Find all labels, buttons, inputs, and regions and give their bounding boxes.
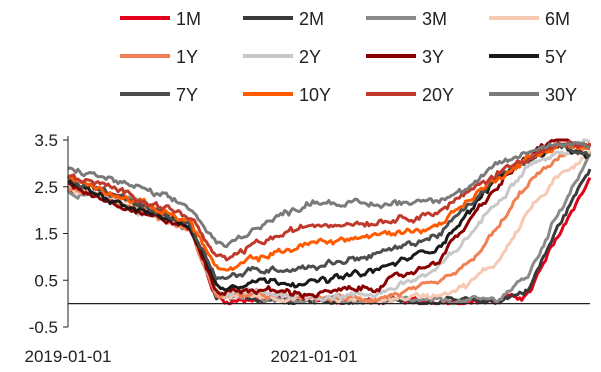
legend-label: 20Y: [422, 85, 454, 105]
legend-item-30y: 30Y: [489, 85, 577, 105]
legend-item-2m: 2M: [243, 9, 324, 29]
legend-label: 1M: [176, 9, 201, 29]
chart-axes: 3.5 2.5 1.5 0.5 -0.5 2019-01-01 2021-01-01: [25, 131, 590, 366]
legend-label: 3M: [422, 9, 447, 29]
series-line-30y: [67, 141, 591, 249]
legend-item-6m: 6M: [489, 9, 570, 29]
legend-item-20y: 20Y: [366, 85, 454, 105]
y-tick-label: -0.5: [29, 318, 58, 337]
series-line-20y: [67, 139, 592, 262]
legend-item-7y: 7Y: [120, 85, 198, 105]
y-tick-label: 3.5: [34, 131, 58, 150]
x-tick-label: 2021-01-01: [271, 347, 358, 366]
legend-label: 2M: [299, 9, 324, 29]
y-tick-label: 2.5: [34, 178, 58, 197]
legend-label: 3Y: [422, 47, 444, 67]
series-line-10y: [67, 142, 590, 272]
legend-label: 6M: [545, 9, 570, 29]
legend-item-3m: 3M: [366, 9, 447, 29]
legend-item-5y: 5Y: [489, 47, 567, 67]
legend-label: 30Y: [545, 85, 577, 105]
chart-legend: 1M 2M 3M 6M 1Y 2Y 3Y 5Y 7Y 10Y 20Y 30Y: [120, 9, 577, 105]
legend-item-1y: 1Y: [120, 47, 198, 67]
x-tick-label: 2019-01-01: [25, 347, 112, 366]
series-lines: [66, 138, 592, 306]
series-line-3y: [67, 138, 592, 299]
legend-item-10y: 10Y: [243, 85, 331, 105]
legend-label: 5Y: [545, 47, 567, 67]
legend-item-2y: 2Y: [243, 47, 321, 67]
legend-label: 10Y: [299, 85, 331, 105]
y-tick-label: 1.5: [34, 225, 58, 244]
legend-item-3y: 3Y: [366, 47, 444, 67]
y-tick-label: 0.5: [34, 271, 58, 290]
legend-label: 1Y: [176, 47, 198, 67]
series-line-2y: [67, 138, 591, 302]
legend-label: 2Y: [299, 47, 321, 67]
legend-item-1m: 1M: [120, 9, 201, 29]
legend-label: 7Y: [176, 85, 198, 105]
